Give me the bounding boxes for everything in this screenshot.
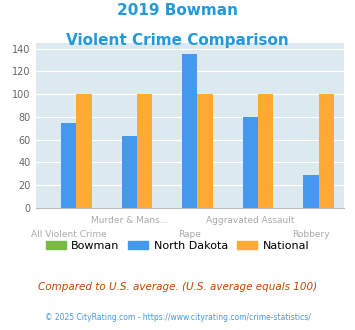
Bar (182, 54, 197, 208)
Text: Aggravated Assault: Aggravated Assault (206, 216, 295, 225)
Text: Violent Crime Comparison: Violent Crime Comparison (66, 33, 289, 48)
Bar (122, 136, 137, 208)
Text: Murder & Mans...: Murder & Mans... (91, 216, 168, 225)
Legend: Bowman, North Dakota, National: Bowman, North Dakota, National (41, 237, 314, 255)
Bar (137, 94, 152, 208)
Text: All Violent Crime: All Violent Crime (31, 230, 107, 239)
Bar (304, 175, 319, 208)
Bar (76, 94, 92, 208)
Bar (61, 122, 76, 208)
Text: Rape: Rape (179, 230, 201, 239)
Bar (319, 94, 334, 208)
Text: Compared to U.S. average. (U.S. average equals 100): Compared to U.S. average. (U.S. average … (38, 282, 317, 292)
Text: 2019 Bowman: 2019 Bowman (117, 3, 238, 18)
Bar (243, 117, 258, 208)
Text: Robbery: Robbery (292, 230, 330, 239)
Bar (258, 94, 273, 208)
Bar (197, 94, 213, 208)
Text: © 2025 CityRating.com - https://www.cityrating.com/crime-statistics/: © 2025 CityRating.com - https://www.city… (45, 314, 310, 322)
